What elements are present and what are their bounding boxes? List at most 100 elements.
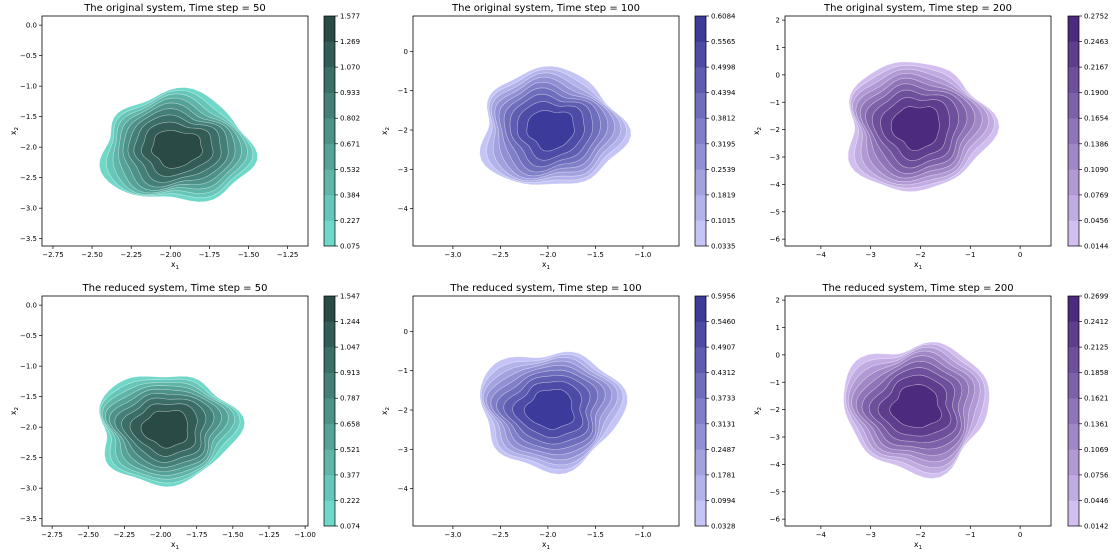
colorbar-tick-label: 0.5460 [711, 318, 736, 326]
colorbar-segment [1068, 118, 1079, 145]
colorbar-frame [323, 295, 336, 527]
colorbar-segment [324, 500, 335, 527]
contour-fill [843, 341, 990, 479]
contour-fill [479, 65, 632, 186]
colorbar-tick-label: 0.933 [340, 89, 360, 97]
subplot-title: The original system, Time step = 50 [83, 3, 266, 14]
colorbar-tick-label: 0.3131 [711, 420, 736, 428]
x-tick-label: −2.75 [42, 251, 63, 259]
x-tick-label: −1.25 [277, 251, 298, 259]
y-tick-label: −4 [398, 485, 409, 493]
colorbar-tick-label: 0.0456 [1084, 217, 1109, 225]
colorbar-segment [324, 194, 335, 221]
colorbar-segment [1068, 194, 1079, 221]
y-tick-label: −1 [770, 99, 780, 107]
colorbar-segment [695, 194, 706, 221]
axes-frame [784, 15, 1052, 247]
colorbar-tick-label: 1.047 [340, 344, 360, 352]
colorbar-tick-label: 0.4998 [711, 64, 736, 72]
y-tick-label: −3 [770, 154, 780, 162]
x-tick-label: 0 [1018, 251, 1022, 259]
y-axis-label: x2 [9, 407, 20, 415]
x-tick-label: −1.50 [222, 531, 243, 539]
y-axis-label: x2 [380, 127, 391, 135]
y-axis-label: x2 [9, 127, 20, 135]
colorbar-tick-label: 0.3733 [711, 395, 736, 403]
y-tick-label: −1.0 [20, 363, 37, 371]
colorbar-tick-label: 0.0335 [711, 243, 736, 251]
colorbar-tick-label: 0.1386 [1084, 140, 1109, 148]
y-tick-label: 0 [776, 351, 780, 359]
colorbar-tick-label: 0.4312 [711, 369, 736, 377]
subplot-title: The original system, Time step = 200 [823, 3, 1012, 14]
x-tick-label: −2.0 [539, 531, 556, 539]
subplot-3: The original system, Time step = 200 −4 −3… [752, 3, 1109, 271]
y-tick-label: 0 [404, 48, 408, 56]
colorbar-tick-label: 0.0446 [1084, 497, 1109, 505]
x-tick-label: −1.5 [587, 531, 604, 539]
x-tick-label: −2 [915, 531, 925, 539]
x-tick-label: −3 [866, 251, 876, 259]
colorbar-tick-label: 0.802 [340, 115, 360, 123]
colorbar-tick-label: 0.1858 [1084, 369, 1109, 377]
colorbar-segment [1068, 449, 1079, 476]
contour-level-9 [140, 409, 188, 449]
x-tick-label: −4 [816, 531, 827, 539]
colorbar-segment [324, 67, 335, 93]
colorbar-tick-label: 0.532 [340, 166, 360, 174]
subplot-title: The reduced system, Time step = 100 [449, 283, 641, 294]
y-tick-label: −2 [398, 127, 408, 135]
y-tick-label: −2 [770, 126, 780, 134]
colorbar-tick-label: 0.074 [340, 523, 361, 531]
colorbar-segment [1068, 321, 1079, 348]
x-tick-label: −2.5 [492, 251, 509, 259]
x-tick-label: −2.5 [492, 531, 509, 539]
axes-frame [41, 295, 309, 527]
colorbar-tick-label: 0.227 [340, 217, 360, 225]
contour-level-9 [889, 384, 942, 429]
colorbar: 0.074 0.222 0.377 0.521 0.658 0.787 0.913 1.047… [323, 293, 361, 531]
colorbar-segment [695, 118, 706, 145]
colorbar-frame [1067, 295, 1080, 527]
colorbar-tick-label: 0.2412 [1084, 318, 1109, 326]
y-tick-label: −0.5 [20, 332, 37, 340]
axes-frame [412, 295, 680, 527]
y-tick-label: −4 [770, 461, 781, 469]
colorbar-tick-label: 0.0328 [711, 523, 736, 531]
colorbar-segment [695, 398, 706, 425]
x-tick-label: −2.75 [41, 531, 62, 539]
colorbar-segment [324, 474, 335, 501]
subplot-title: The reduced system, Time step = 50 [82, 283, 268, 294]
colorbar-tick-label: 0.2125 [1084, 344, 1109, 352]
colorbar-segment [324, 423, 335, 450]
colorbar: 0.0144 0.0456 0.0769 0.1090 0.1386 0.1654 0.19… [1067, 13, 1109, 251]
colorbar-segment [324, 296, 335, 322]
colorbar: 0.075 0.227 0.384 0.532 0.671 0.802 0.933 1.070… [323, 13, 361, 251]
colorbar-segment [1068, 67, 1079, 93]
colorbar-segment [695, 321, 706, 348]
y-tick-label: −0.5 [20, 52, 37, 60]
x-tick-label: −1.00 [294, 531, 315, 539]
colorbar-tick-label: 0.1900 [1084, 89, 1109, 97]
colorbar-tick-label: 0.3812 [711, 115, 736, 123]
colorbar: 0.0328 0.0994 0.1781 0.2487 0.3131 0.3733 0.43… [694, 293, 736, 531]
colorbar-segment [695, 423, 706, 450]
y-tick-label: 0.0 [26, 22, 37, 30]
colorbar-segment [324, 143, 335, 170]
x-tick-label: −2.25 [120, 251, 141, 259]
axes-frame [784, 295, 1052, 527]
y-axis-label: x2 [380, 407, 391, 415]
colorbar-segment [324, 16, 335, 42]
y-tick-label: −5 [770, 488, 780, 496]
x-tick-label: −2.0 [539, 251, 556, 259]
x-tick-label: −2.00 [160, 251, 181, 259]
colorbar-tick-label: 1.269 [340, 38, 360, 46]
contour-level-9 [523, 389, 575, 430]
y-tick-label: −1.0 [20, 83, 37, 91]
colorbar-segment [1068, 423, 1079, 450]
colorbar: 0.0142 0.0446 0.0756 0.1069 0.1361 0.1621 0.18… [1067, 293, 1109, 531]
colorbar-tick-label: 0.222 [340, 497, 360, 505]
colorbar-segment [1068, 372, 1079, 399]
y-tick-label: 2 [776, 297, 780, 305]
colorbar-tick-label: 0.1361 [1084, 420, 1109, 428]
